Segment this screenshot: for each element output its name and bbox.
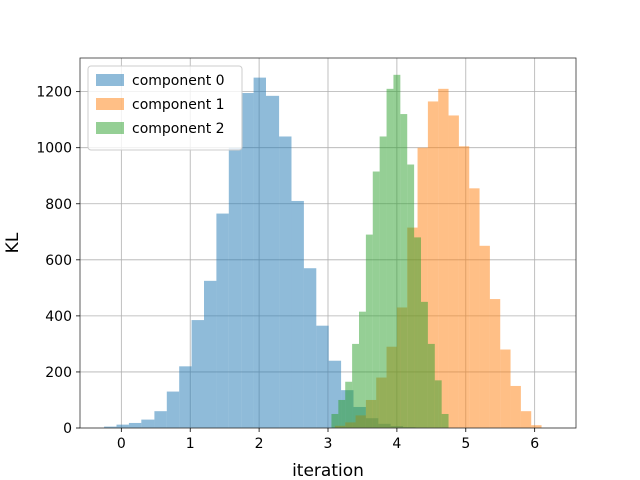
bar: [303, 268, 317, 428]
bar: [204, 280, 217, 428]
legend-label: component 2: [132, 121, 225, 137]
bar: [338, 399, 346, 428]
bar: [253, 77, 266, 428]
bar: [510, 385, 521, 428]
bar: [520, 411, 532, 428]
bar: [393, 74, 401, 429]
bar: [479, 245, 490, 428]
bar: [407, 164, 415, 429]
bar: [427, 343, 435, 428]
bar: [191, 320, 204, 428]
bar: [228, 147, 242, 429]
bar: [316, 325, 329, 428]
bar: [500, 349, 511, 428]
y-tick-label: 400: [45, 309, 72, 325]
legend: component 0 component 1 component 2: [87, 65, 243, 151]
y-tick-label: 0: [63, 421, 72, 437]
y-axis-label: KL: [3, 232, 23, 253]
bar: [427, 101, 439, 429]
bar: [458, 146, 470, 428]
x-tick-label: 3: [324, 436, 333, 452]
bar: [421, 301, 428, 428]
x-tick-label: 0: [117, 436, 126, 452]
bar: [359, 311, 366, 428]
legend-label: component 0: [132, 73, 225, 89]
bar: [345, 381, 353, 428]
bar: [400, 114, 408, 428]
x-tick-label: 6: [530, 436, 539, 452]
bar: [116, 424, 129, 428]
bar: [417, 147, 428, 429]
bar: [441, 413, 449, 428]
bar: [291, 200, 304, 428]
legend-swatch: [96, 122, 124, 134]
bar: [331, 413, 339, 428]
x-axis-ticks: 0 1 2 3 4 5 6: [117, 428, 539, 452]
bar: [266, 95, 280, 428]
bar: [328, 360, 342, 428]
y-tick-label: 1000: [36, 141, 72, 157]
bar: [104, 426, 117, 428]
bar: [352, 343, 359, 428]
bar: [141, 419, 155, 428]
bar: [438, 88, 449, 428]
bar: [241, 93, 254, 429]
legend-swatch: [96, 74, 124, 86]
bar: [531, 425, 542, 428]
bar: [179, 366, 192, 428]
bar: [166, 391, 180, 428]
bar: [279, 136, 292, 428]
bar: [386, 88, 394, 428]
series-2: [331, 74, 449, 429]
legend-swatch: [96, 98, 124, 110]
y-tick-label: 1200: [36, 85, 72, 101]
y-axis-ticks: 0 200 400 600 800 1000 1200: [36, 85, 80, 437]
x-axis-label: iteration: [292, 461, 364, 480]
bar: [489, 299, 501, 428]
bar: [414, 237, 421, 428]
bar: [469, 188, 480, 428]
bar: [128, 422, 142, 428]
histogram-bars: [104, 74, 542, 429]
bar: [434, 380, 442, 428]
y-tick-label: 200: [45, 365, 72, 381]
bar: [216, 213, 229, 428]
y-tick-label: 800: [45, 197, 72, 213]
series-0: [104, 77, 428, 429]
bar: [372, 171, 380, 429]
x-tick-label: 4: [392, 436, 401, 452]
legend-label: component 1: [132, 97, 225, 113]
legend-box: [87, 65, 243, 151]
y-tick-label: 600: [45, 253, 72, 269]
bar: [154, 411, 167, 428]
bar: [379, 136, 387, 428]
x-tick-label: 2: [255, 436, 264, 452]
bar: [448, 115, 459, 428]
bar: [365, 234, 373, 428]
x-tick-label: 5: [461, 436, 470, 452]
x-tick-label: 1: [186, 436, 195, 452]
